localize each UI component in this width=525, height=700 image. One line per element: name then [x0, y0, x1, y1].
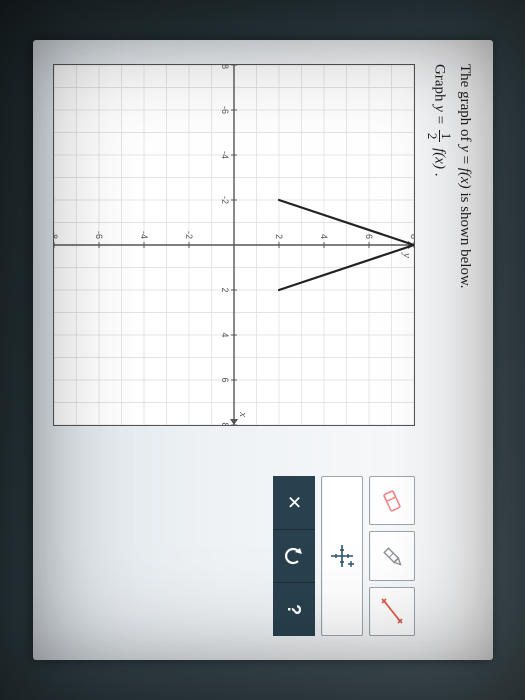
- help-icon: ?: [283, 604, 304, 615]
- svg-text:8: 8: [220, 422, 230, 425]
- tool-row-2: [321, 476, 363, 636]
- period: .: [431, 173, 447, 177]
- problem-statement: The graph of y = f(x) is shown below. Gr…: [424, 64, 474, 289]
- undo-icon: [284, 545, 304, 567]
- help-button[interactable]: ?: [273, 582, 315, 636]
- pencil-icon: [379, 541, 405, 571]
- svg-text:-6: -6: [94, 231, 104, 239]
- toolbar: ✕ ?: [273, 476, 415, 636]
- svg-text:-2: -2: [220, 196, 230, 204]
- problem-line-1: The graph of y = f(x) is shown below.: [453, 64, 475, 289]
- svg-text:-2: -2: [184, 231, 194, 239]
- photo-frame: The graph of y = f(x) is shown below. Gr…: [0, 0, 525, 700]
- equals: =: [457, 156, 473, 168]
- equals: =: [431, 116, 447, 128]
- svg-text:6: 6: [364, 234, 374, 239]
- close-button[interactable]: ✕: [273, 476, 315, 529]
- undo-button[interactable]: [273, 529, 315, 583]
- text: Graph: [431, 64, 447, 105]
- svg-text:2: 2: [220, 287, 230, 292]
- fraction-half: 1 2: [424, 130, 452, 143]
- svg-text:y: y: [401, 252, 413, 258]
- text: is shown below.: [457, 192, 473, 288]
- pencil-button[interactable]: [369, 531, 415, 580]
- zoom-grid-button[interactable]: [321, 476, 363, 636]
- svg-text:-6: -6: [220, 106, 230, 114]
- line-tool-button[interactable]: [369, 587, 415, 636]
- coordinate-graph[interactable]: -8 -6 -4 -2 2 4 6 8 -8 -6 -4 -2 2 4 6 8 y x: [53, 64, 415, 426]
- eraser-icon: [379, 486, 405, 516]
- var-y: y: [457, 145, 473, 152]
- fx: f(x): [431, 148, 447, 169]
- svg-text:4: 4: [220, 332, 230, 337]
- var-y: y: [431, 105, 447, 112]
- close-icon: ✕: [283, 495, 304, 510]
- app-screen: The graph of y = f(x) is shown below. Gr…: [33, 40, 493, 660]
- action-row: ✕ ?: [273, 476, 315, 636]
- svg-text:-4: -4: [139, 231, 149, 239]
- eraser-button[interactable]: [369, 476, 415, 525]
- text: The graph of: [457, 64, 473, 145]
- svg-text:6: 6: [220, 377, 230, 382]
- svg-text:x: x: [237, 411, 249, 417]
- tool-row-1: [369, 476, 415, 636]
- line-tool-icon: [379, 596, 405, 626]
- svg-text:-8: -8: [220, 65, 230, 69]
- graph-svg: -8 -6 -4 -2 2 4 6 8 -8 -6 -4 -2 2 4 6 8 y x: [54, 65, 414, 425]
- denominator: 2: [424, 130, 438, 143]
- problem-line-2: Graph y = 1 2 f(x) .: [424, 64, 452, 289]
- zoom-grid-icon: [328, 541, 356, 571]
- numerator: 1: [438, 130, 453, 143]
- svg-text:8: 8: [409, 234, 414, 239]
- svg-text:2: 2: [274, 234, 284, 239]
- svg-text:4: 4: [319, 234, 329, 239]
- svg-text:-8: -8: [54, 231, 59, 239]
- svg-text:-4: -4: [220, 151, 230, 159]
- fx: f(x): [457, 168, 473, 189]
